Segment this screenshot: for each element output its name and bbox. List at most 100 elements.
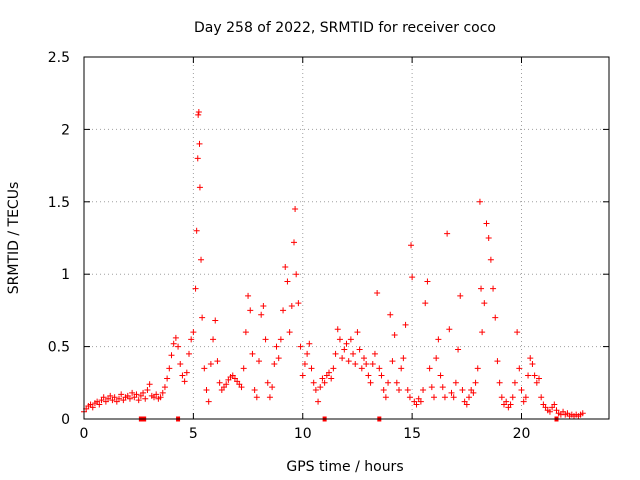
data-point (312, 387, 319, 394)
data-point (479, 329, 486, 336)
data-point (463, 401, 470, 408)
data-point (321, 379, 328, 386)
data-point (470, 389, 477, 396)
data-point (242, 329, 249, 336)
data-point (546, 408, 553, 415)
data-point (371, 350, 378, 357)
data-point (188, 336, 195, 343)
data-point (223, 381, 230, 388)
data-point (525, 372, 532, 379)
data-point (536, 375, 542, 382)
data-point (378, 372, 385, 379)
data-point (126, 395, 133, 402)
data-point (339, 355, 346, 362)
x-tick-label: 10 (294, 426, 312, 442)
data-point (457, 292, 464, 299)
data-point (199, 314, 206, 321)
data-point (424, 278, 431, 285)
data-point (107, 392, 114, 399)
data-point (413, 401, 420, 408)
data-point (317, 384, 324, 391)
data-point (172, 334, 179, 341)
data-point (299, 372, 306, 379)
data-point (503, 398, 510, 405)
data-point (118, 391, 125, 398)
data-point (507, 401, 514, 408)
data-point (437, 372, 444, 379)
data-point (433, 355, 440, 362)
data-point (531, 372, 538, 379)
data-point (164, 375, 171, 382)
data-point (387, 311, 394, 318)
data-point (177, 360, 184, 367)
data-point (306, 340, 313, 347)
data-point (481, 300, 488, 307)
data-point (89, 404, 96, 411)
data-point (256, 358, 262, 365)
data-point (116, 395, 122, 402)
data-point (426, 365, 433, 372)
data-point (518, 387, 525, 394)
data-point (459, 387, 466, 394)
y-tick-label: 0 (61, 412, 70, 428)
data-point (365, 372, 372, 379)
data-point (356, 346, 363, 353)
data-point (161, 384, 168, 391)
data-point (422, 300, 429, 307)
data-point (304, 350, 311, 357)
data-point (153, 391, 160, 398)
data-point (417, 398, 424, 405)
data-point (347, 336, 354, 343)
data-point (293, 271, 300, 278)
data-point (194, 155, 201, 162)
data-point (326, 369, 332, 376)
data-point (514, 329, 521, 336)
data-point (376, 365, 383, 372)
x-tick-labels: 0 5 10 15 20 (80, 426, 531, 442)
data-point (157, 394, 164, 401)
data-point (396, 387, 402, 394)
data-point (144, 387, 151, 394)
data-point (393, 379, 400, 386)
data-point (319, 375, 326, 382)
data-point (334, 326, 341, 333)
data-point (269, 384, 276, 391)
axis-ticks (83, 56, 609, 420)
data-point (291, 239, 297, 246)
data-point (240, 365, 247, 372)
y-tick-label: 2.5 (48, 50, 70, 66)
data-point (260, 303, 267, 310)
data-point (271, 360, 278, 367)
data-point (509, 394, 516, 401)
data-point (301, 360, 308, 367)
data-point (277, 336, 284, 343)
data-point (195, 111, 202, 118)
y-axis-label: SRMTID / TECUs (6, 182, 22, 295)
data-point (494, 358, 501, 365)
data-point (385, 379, 392, 386)
data-point (492, 314, 499, 321)
data-point (175, 343, 182, 350)
data-point (446, 326, 453, 333)
data-point (343, 340, 350, 347)
data-point (140, 389, 147, 396)
data-point (352, 360, 359, 367)
data-point (170, 340, 177, 347)
data-point (529, 360, 536, 367)
data-point (186, 350, 192, 357)
data-point (135, 397, 142, 404)
data-point (538, 394, 545, 401)
data-point (330, 365, 337, 372)
data-point (315, 398, 322, 405)
data-point (297, 343, 304, 350)
x-tick-label: 15 (403, 426, 421, 442)
data-point (382, 394, 389, 401)
data-point (308, 365, 315, 372)
data-point (133, 391, 140, 398)
data-point (402, 321, 409, 328)
data-point (441, 394, 448, 401)
data-point (354, 329, 361, 336)
data-point (420, 387, 427, 394)
data-point (273, 343, 280, 350)
data-point (96, 401, 103, 408)
